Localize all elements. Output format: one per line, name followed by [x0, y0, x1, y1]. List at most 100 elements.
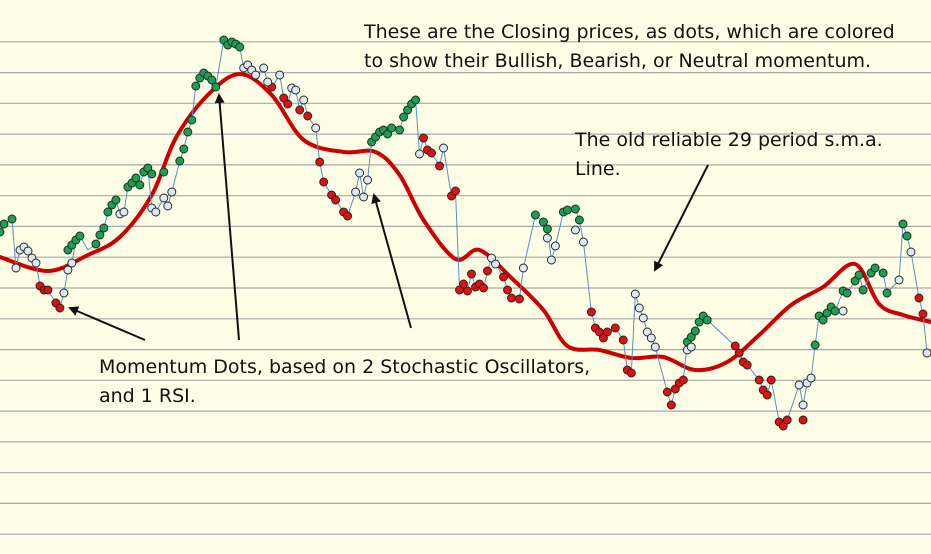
neutral-dot [31, 258, 41, 268]
neutral-dot [351, 187, 361, 197]
neutral-dot [906, 247, 916, 257]
bullish-dot [882, 288, 892, 298]
neutral-dot [646, 333, 656, 343]
bullish-dot [131, 173, 141, 183]
bearish-dot [730, 341, 740, 351]
bearish-dot [586, 307, 596, 317]
bullish-dot [383, 129, 393, 139]
sma-line [0, 72, 931, 373]
bearish-dot [918, 309, 928, 319]
neutral-dot [630, 289, 640, 299]
bullish-dot [878, 268, 888, 278]
neutral-dot [439, 143, 448, 153]
neutral-dot [638, 313, 648, 323]
bullish-dot [7, 214, 17, 224]
bullish-dot [399, 112, 409, 122]
bullish-dot [103, 207, 113, 217]
bearish-dot [499, 272, 508, 282]
bearish-dot [451, 186, 460, 196]
bullish-dot [147, 169, 157, 179]
bearish-dot [315, 157, 325, 167]
neutral-dot [570, 225, 580, 235]
neutral-dot [291, 85, 301, 95]
bullish-dot [850, 276, 860, 286]
bearish-dot [343, 211, 353, 221]
bullish-dot [387, 123, 397, 133]
neutral-dot [794, 380, 804, 390]
bearish-dot [483, 266, 492, 276]
neutral-dot [894, 275, 904, 285]
neutral-dot [263, 77, 273, 87]
neutral-dot [63, 265, 73, 275]
bullish-dot [207, 75, 217, 85]
neutral-dot [686, 342, 696, 352]
bearish-dot [479, 283, 488, 293]
neutral-dot [275, 70, 285, 80]
bullish-dot [898, 219, 908, 229]
momentum-note-line-1: Momentum Dots, based on 2 Stochastic Osc… [99, 356, 590, 378]
bearish-dot [427, 148, 436, 158]
bullish-dot [530, 210, 540, 220]
neutral-dot [163, 201, 173, 211]
neutral-dot [355, 168, 365, 178]
neutral-dot [550, 241, 560, 251]
bullish-dot [395, 125, 405, 135]
neutral-dot [491, 259, 500, 269]
bearish-dot [507, 293, 516, 303]
bearish-dot [742, 360, 752, 370]
arrow-to-neutral-dot [371, 193, 412, 329]
bearish-dot [754, 375, 764, 385]
bullish-dot [822, 308, 832, 318]
bearish-dot [766, 375, 776, 385]
neutral-dot [518, 263, 528, 273]
bearish-dot [467, 269, 476, 279]
neutral-dot [167, 187, 177, 197]
momentum-note-line-2: and 1 RSI. [99, 385, 196, 407]
arrow-to-peak-dot [214, 93, 240, 341]
neutral-dot [578, 237, 588, 247]
neutral-dot [311, 123, 321, 133]
bullish-dot [75, 231, 85, 241]
bullish-dot [191, 81, 201, 91]
bullish-dot [91, 239, 101, 249]
bullish-dot [0, 227, 5, 237]
bullish-dot [694, 317, 704, 327]
bullish-dot [179, 144, 189, 154]
bearish-dot [463, 286, 472, 296]
neutral-dot [11, 263, 21, 273]
bearish-dot [514, 294, 524, 304]
bearish-dot [55, 303, 65, 313]
bullish-dot [211, 82, 221, 92]
bearish-dot [678, 375, 688, 385]
bearish-dot [503, 285, 512, 295]
bullish-dot [686, 332, 696, 342]
bearish-dot [626, 368, 636, 378]
bullish-dot [538, 217, 548, 227]
neutral-dot [159, 193, 169, 203]
bullish-dot [570, 204, 580, 214]
gridlines [0, 41, 931, 535]
bullish-dot [690, 326, 700, 336]
bullish-dot [818, 315, 828, 325]
bearish-dot [914, 293, 924, 303]
neutral-dot [546, 255, 556, 265]
bullish-dot [870, 263, 880, 273]
bullish-dot [810, 340, 820, 350]
neutral-dot [487, 253, 496, 263]
bullish-dot [235, 42, 245, 52]
neutral-dot [67, 258, 77, 268]
neutral-dot [299, 95, 309, 105]
bearish-dot [435, 161, 444, 171]
sma-note-line-1: The old reliable 29 period s.m.a. [574, 129, 883, 151]
neutral-dot [415, 149, 424, 159]
bullish-dot [135, 180, 145, 190]
bullish-dot [562, 205, 572, 215]
closing-note-line-1: These are the Closing prices, as dots, w… [363, 21, 895, 43]
bearish-dot [762, 390, 772, 400]
momentum-dots-layer [0, 35, 931, 431]
bearish-dot [319, 177, 329, 187]
bearish-dot [331, 195, 341, 205]
bullish-dot [702, 315, 712, 325]
